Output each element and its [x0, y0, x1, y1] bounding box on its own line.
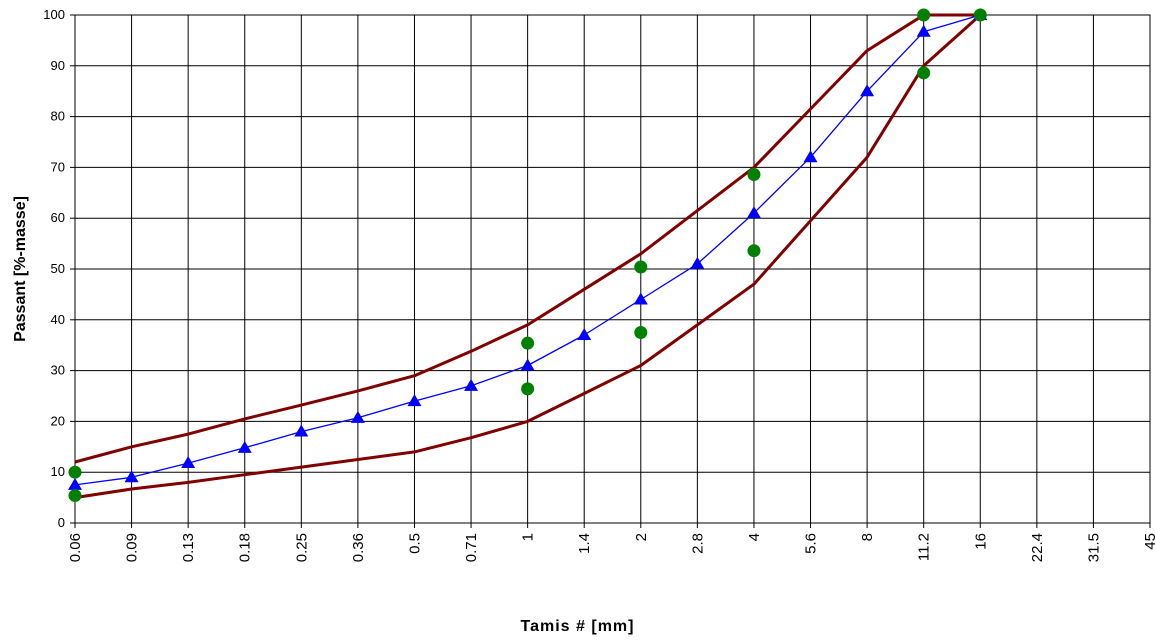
circle-marker: [917, 8, 931, 22]
x-tick-label: 22.4: [1029, 533, 1046, 562]
plot-frame: [74, 14, 1151, 524]
triangle-marker: [294, 424, 309, 437]
x-tick-label: 5.6: [803, 533, 820, 554]
y-tick-label: 0: [58, 515, 65, 530]
series-line: [74, 13, 981, 464]
triangle-marker: [237, 440, 252, 453]
circle-marker: [634, 326, 648, 339]
x-tick-labels: 0.06 0.09 0.13 0.18 0.25 0.36 0.5 0.71 1 1.4 2 2.8 4…: [67, 533, 1155, 562]
y-tick-label: 70: [51, 159, 65, 174]
circle-marker: [521, 382, 535, 396]
triangle-marker: [464, 378, 479, 391]
x-tick-label: 1.4: [576, 533, 593, 554]
triangle-marker: [181, 456, 196, 469]
triangle-marker: [803, 150, 818, 163]
triangle-marker: [690, 256, 705, 269]
x-tick-label: 16: [972, 533, 989, 550]
circle-marker: [747, 244, 761, 258]
x-tick-label: 0.06: [67, 533, 84, 562]
series-0: [74, 13, 981, 464]
y-tick-label: 60: [51, 210, 65, 225]
x-tick-label: 45: [1142, 533, 1155, 550]
y-tick-labels: 0 10 20 30 40 50 60 70 80 90 100: [43, 7, 65, 530]
x-tick-label: 8: [859, 533, 876, 541]
triangle-marker: [633, 292, 648, 305]
circle-marker: [68, 489, 82, 503]
series-2: [68, 8, 988, 490]
triangle-marker: [916, 24, 931, 37]
x-axis-title: Tamis # [mm]: [520, 618, 635, 635]
triangle-marker: [68, 477, 82, 490]
x-tick-label: 31.5: [1085, 533, 1102, 562]
x-tick-label: 0.13: [180, 533, 197, 562]
y-tick-label: 40: [51, 312, 65, 327]
grid: [70, 14, 1151, 528]
triangle-marker: [520, 358, 535, 371]
triangle-marker: [577, 328, 592, 341]
series-1: [74, 13, 982, 500]
plot-area: [68, 8, 988, 503]
x-tick-label: 0.71: [463, 533, 480, 562]
x-tick-label: 2: [633, 533, 650, 541]
y-tick-label: 80: [51, 109, 65, 124]
circle-marker: [634, 260, 648, 274]
y-tick-label: 10: [51, 464, 65, 479]
triangle-marker: [746, 206, 761, 219]
circle-marker: [917, 66, 931, 80]
x-tick-label: 0.18: [237, 533, 254, 562]
triangle-marker: [124, 470, 139, 483]
y-tick-label: 20: [51, 413, 65, 428]
x-tick-label: 0.5: [406, 533, 423, 554]
circle-marker: [521, 336, 535, 350]
y-axis-title: Passant [%-masse]: [12, 196, 29, 342]
x-tick-label: 0.25: [293, 533, 310, 562]
y-tick-label: 50: [51, 261, 65, 276]
circle-marker: [973, 8, 987, 22]
triangle-marker: [407, 394, 422, 407]
y-tick-label: 30: [51, 363, 65, 378]
x-tick-label: 0.09: [124, 533, 141, 562]
series-3: [68, 8, 987, 503]
circle-marker: [747, 168, 761, 182]
triangle-marker: [860, 84, 875, 97]
y-tick-label: 90: [51, 58, 65, 73]
series-line: [74, 13, 982, 500]
triangle-marker: [350, 410, 365, 423]
x-tick-label: 4: [746, 533, 763, 541]
x-tick-label: 2.8: [689, 533, 706, 554]
circle-marker: [68, 465, 82, 479]
x-tick-label: 11.2: [916, 533, 933, 561]
y-tick-label: 100: [43, 7, 65, 22]
x-tick-label: 1: [520, 533, 537, 541]
x-tick-label: 0.36: [350, 533, 367, 562]
